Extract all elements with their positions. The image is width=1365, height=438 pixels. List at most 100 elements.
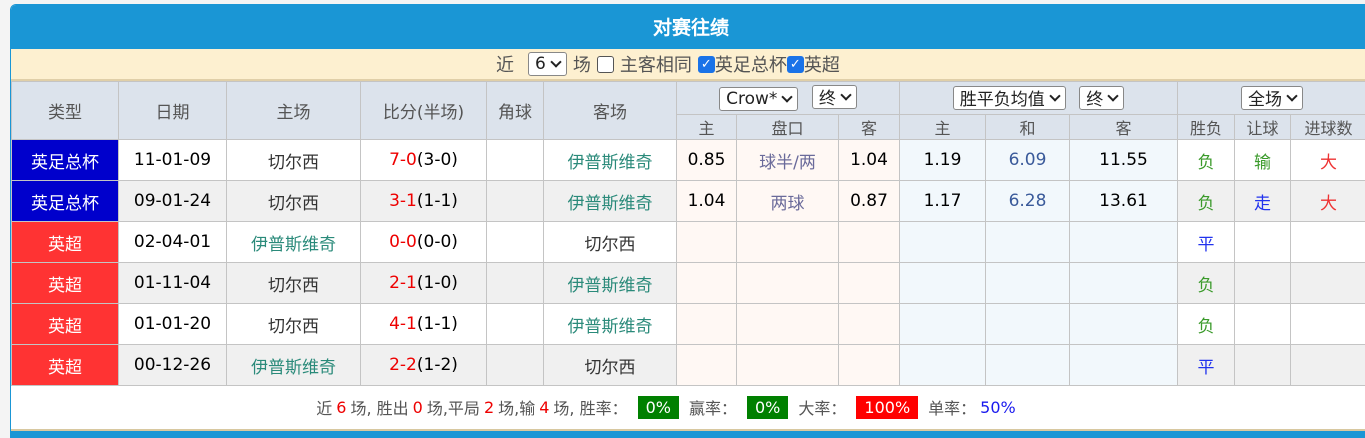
head-to-head-panel: 对赛往绩 近 6 场 主客相同 ✓ 英足总杯 ✓ 英超 类型 日期 主场 比分(半场… <box>10 4 1365 438</box>
away-team[interactable]: 伊普斯维奇 <box>543 303 677 345</box>
table-row: 英超 02-04-01 伊普斯维奇 0-0(0-0) 切尔西 平 <box>11 221 1365 263</box>
match-count-value: 6 <box>535 54 546 74</box>
half-score: (1-1) <box>416 314 458 334</box>
handicap-result: 输 <box>1234 139 1291 181</box>
cover-rate-badge: 0% <box>747 395 789 419</box>
summary-losses: 4 <box>539 397 550 417</box>
avg-home-odds: 1.17 <box>899 180 986 222</box>
half-score: (3-0) <box>416 150 458 170</box>
chevron-down-icon <box>1286 90 1298 102</box>
avg-home-odds <box>899 303 986 345</box>
goals-result <box>1290 221 1365 263</box>
away-team[interactable]: 切尔西 <box>543 221 677 263</box>
home-team[interactable]: 切尔西 <box>226 303 361 345</box>
summary-text: 场, 胜率： <box>553 399 628 418</box>
subcol-header: 进球数 <box>1290 114 1365 140</box>
match-date: 11-01-09 <box>118 139 227 181</box>
full-score: 2-1 <box>389 273 417 293</box>
score-cell: 3-1(1-1) <box>360 180 487 222</box>
avg-odds-select[interactable]: 胜平负均值 <box>952 85 1066 110</box>
subcol-header: 主 <box>676 114 737 140</box>
avg-draw-odds <box>985 344 1070 386</box>
match-date: 00-12-26 <box>118 344 227 386</box>
goals-result <box>1290 303 1365 345</box>
score-cell: 0-0(0-0) <box>360 221 487 263</box>
handicap-away-odds: 0.87 <box>838 180 900 222</box>
results-table: 类型 日期 主场 比分(半场) 角球 客场 Crow* 终 胜平负均值 终 全场… <box>11 81 1365 386</box>
filter-bar: 近 6 场 主客相同 ✓ 英足总杯 ✓ 英超 <box>11 49 1365 81</box>
away-team[interactable]: 伊普斯维奇 <box>543 139 677 181</box>
subcol-header: 胜负 <box>1177 114 1235 140</box>
handicap-away-odds <box>838 344 900 386</box>
home-team[interactable]: 伊普斯维奇 <box>226 221 361 263</box>
odd-rate-value: 50% <box>980 397 1016 417</box>
handicap-away-odds <box>838 262 900 304</box>
score-cell: 7-0(3-0) <box>360 139 487 181</box>
goals-result <box>1290 344 1365 386</box>
handicap-away-odds <box>838 221 900 263</box>
avg-away-odds <box>1069 303 1178 345</box>
bottom-bar <box>11 429 1365 437</box>
corners <box>486 262 544 304</box>
match-count-select[interactable]: 6 <box>528 52 567 76</box>
match-type[interactable]: 英足总杯 <box>11 180 119 222</box>
home-team[interactable]: 伊普斯维奇 <box>226 344 361 386</box>
away-team[interactable]: 切尔西 <box>543 344 677 386</box>
handicap-away-odds: 1.04 <box>838 139 900 181</box>
handicap-line <box>736 262 839 304</box>
away-team[interactable]: 伊普斯维奇 <box>543 180 677 222</box>
half-score: (0-0) <box>416 232 458 252</box>
win-rate-badge: 0% <box>637 395 679 419</box>
half-score: (1-2) <box>416 355 458 375</box>
col-score: 比分(半场) <box>360 81 487 140</box>
company-select[interactable]: Crow* <box>719 87 799 112</box>
home-team[interactable]: 切尔西 <box>226 139 361 181</box>
handicap-result: 走 <box>1234 180 1291 222</box>
league-checkbox-premier-league[interactable]: ✓ <box>786 55 804 73</box>
subcol-header: 客 <box>838 114 900 140</box>
handicap-home-odds <box>676 221 737 263</box>
home-team[interactable]: 切尔西 <box>226 180 361 222</box>
win-loss-result: 平 <box>1177 344 1235 386</box>
corners <box>486 344 544 386</box>
col-type: 类型 <box>11 81 119 140</box>
avg-away-odds: 11.55 <box>1069 139 1178 181</box>
avg-draw-odds <box>985 303 1070 345</box>
full-score: 0-0 <box>389 232 417 252</box>
win-loss-result: 平 <box>1177 221 1235 263</box>
score-cell: 2-2(1-2) <box>360 344 487 386</box>
match-date: 01-01-20 <box>118 303 227 345</box>
match-type[interactable]: 英超 <box>11 303 119 345</box>
subcol-header: 主 <box>899 114 986 140</box>
match-type[interactable]: 英超 <box>11 262 119 304</box>
handicap-line: 两球 <box>736 180 839 222</box>
match-date: 09-01-24 <box>118 180 227 222</box>
avg-home-odds: 1.19 <box>899 139 986 181</box>
avg-time-select[interactable]: 终 <box>1079 85 1125 110</box>
handicap-home-odds <box>676 344 737 386</box>
recent-label: 近 <box>496 55 514 76</box>
handicap-header: Crow* 终 <box>676 81 900 115</box>
score-cell: 4-1(1-1) <box>360 303 487 345</box>
avg-odds-header: 胜平负均值 终 <box>899 81 1178 115</box>
away-team[interactable]: 伊普斯维奇 <box>543 262 677 304</box>
match-type[interactable]: 英足总杯 <box>11 139 119 181</box>
avg-draw-odds: 6.28 <box>985 180 1070 222</box>
match-type[interactable]: 英超 <box>11 221 119 263</box>
same-home-away-checkbox[interactable] <box>596 55 614 73</box>
match-type[interactable]: 英超 <box>11 344 119 386</box>
home-team[interactable]: 切尔西 <box>226 262 361 304</box>
handicap-time-select[interactable]: 终 <box>811 84 857 109</box>
corners <box>486 180 544 222</box>
table-row: 英足总杯 11-01-09 切尔西 7-0(3-0) 伊普斯维奇 0.85 球半… <box>11 139 1365 181</box>
summary-text: 场,平局 <box>426 399 480 418</box>
subcol-header: 和 <box>985 114 1070 140</box>
summary-text: 赢率： <box>688 399 737 418</box>
avg-away-odds <box>1069 344 1178 386</box>
period-select[interactable]: 全场 <box>1241 85 1303 110</box>
handicap-home-odds: 0.85 <box>676 139 737 181</box>
col-corner: 角球 <box>486 81 544 140</box>
full-score: 7-0 <box>389 150 417 170</box>
league-checkbox-fa-cup[interactable]: ✓ <box>697 55 715 73</box>
avg-away-odds <box>1069 221 1178 263</box>
